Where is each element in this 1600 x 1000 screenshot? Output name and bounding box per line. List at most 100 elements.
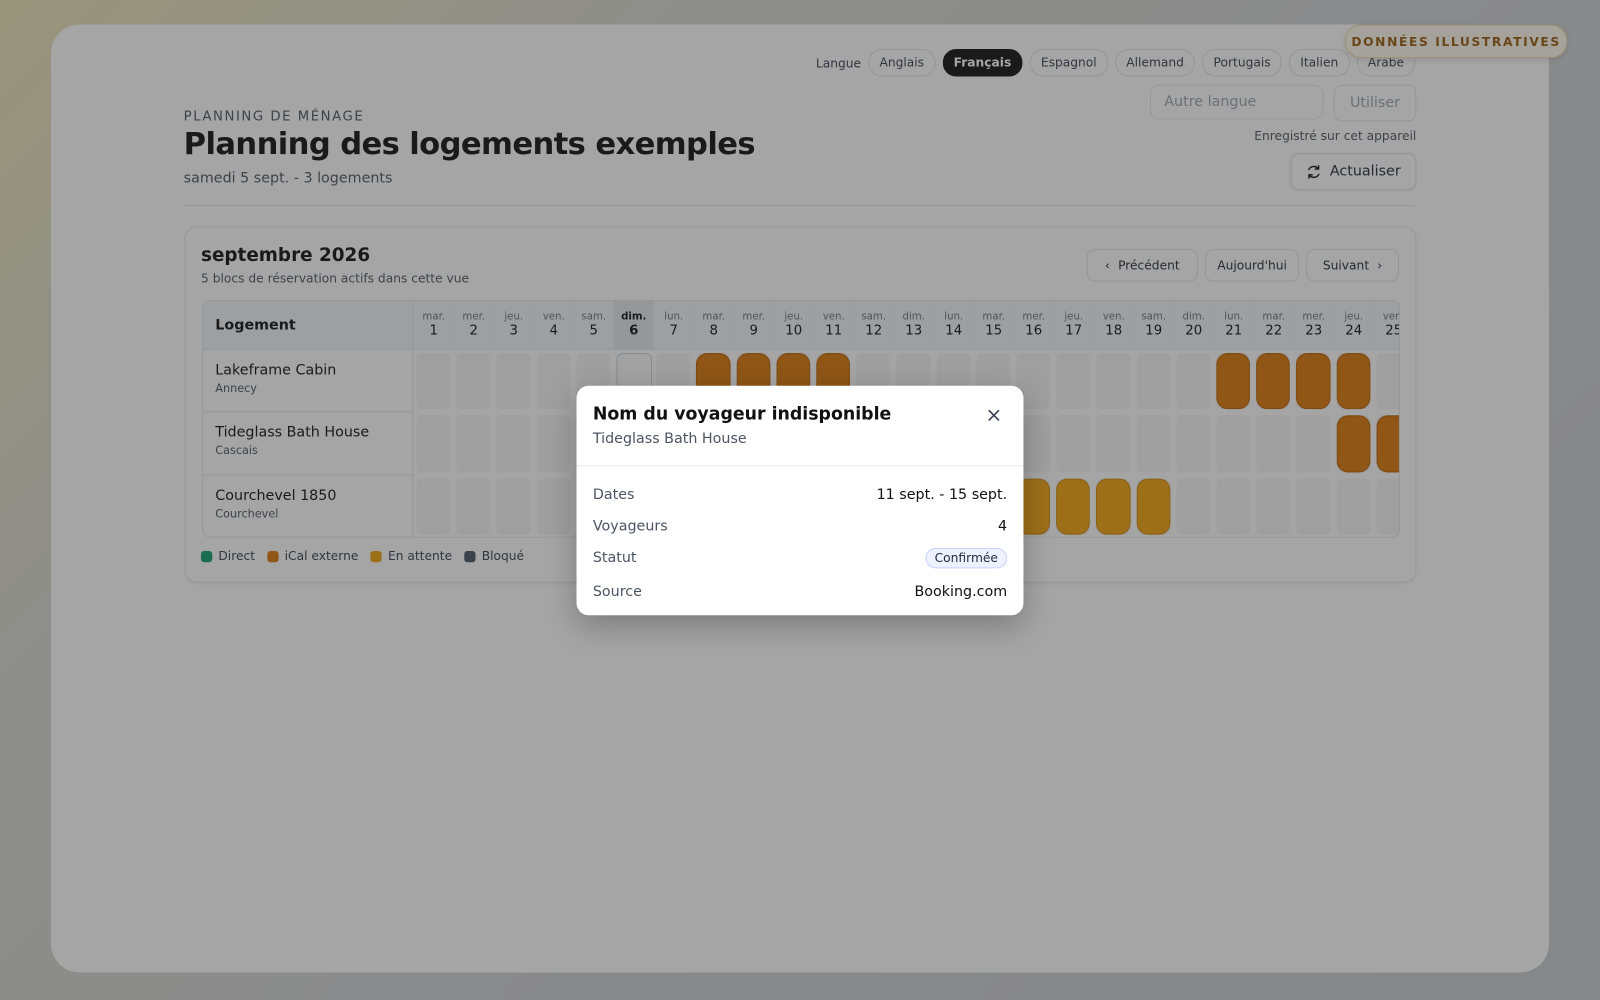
weekday: ven. (1382, 311, 1399, 323)
weekday: mar. (1262, 311, 1286, 323)
legend-label: En attente (387, 548, 453, 564)
page-title: Planning des logements exemples (183, 126, 756, 163)
day-header: jeu. 24 (1333, 301, 1374, 350)
day-number: 13 (905, 323, 923, 339)
booking-block[interactable] (1216, 353, 1251, 410)
today-button[interactable]: Aujourd'hui (1205, 248, 1299, 282)
modal-title: Nom du voyageur indisponible (592, 404, 892, 425)
day-header: mer. 16 (1013, 301, 1054, 350)
weekday: mer. (1302, 311, 1326, 323)
booking-block[interactable] (1256, 353, 1291, 410)
language-option[interactable]: Espagnol (1029, 48, 1108, 77)
weekday: lun. (944, 311, 964, 323)
day-header: mer. 9 (733, 301, 774, 350)
detail-value: 4 (998, 518, 1008, 535)
day-cell (1056, 353, 1091, 410)
refresh-button[interactable]: Actualiser (1290, 153, 1417, 190)
day-number: 8 (709, 323, 718, 339)
day-cell (1096, 353, 1131, 410)
booking-block[interactable] (1136, 478, 1171, 535)
day-cell (416, 415, 451, 473)
custom-language-input[interactable]: Autre langue (1149, 84, 1324, 120)
day-header: ven.25 (1373, 301, 1399, 350)
day-cell (1056, 415, 1091, 473)
legend-swatch (370, 550, 382, 562)
day-number: 17 (1065, 323, 1083, 339)
day-number: 19 (1145, 323, 1163, 339)
booking-block[interactable] (1296, 353, 1331, 410)
legend-swatch (201, 550, 213, 562)
language-options: Anglais Français Espagnol Allemand Portugais… (861, 48, 1416, 77)
day-header: sam. 19 (1133, 301, 1174, 350)
day-number: 4 (549, 323, 558, 339)
property-name: Courchevel 1850 (215, 487, 337, 505)
modal-subtitle: Tideglass Bath House (592, 430, 747, 447)
previous-button[interactable]: ‹ Précédent (1086, 248, 1198, 282)
use-button[interactable]: Utiliser (1333, 84, 1417, 122)
property-cell: Tideglass Bath House Cascais (203, 412, 414, 476)
weekday: jeu. (1344, 311, 1364, 323)
day-cell (496, 353, 531, 410)
detail-row: Statut Confirmée (593, 546, 1008, 570)
next-button[interactable]: Suivant › (1306, 248, 1399, 282)
day-number: 6 (629, 323, 639, 339)
summary: 5 blocs de réservation actifs dans cette… (201, 271, 470, 286)
weekday: mer. (1022, 311, 1046, 323)
legend-item: iCal externe (267, 549, 358, 563)
property-column-header: Logement (203, 301, 414, 350)
day-cell (1176, 353, 1211, 410)
day-cell (1216, 415, 1251, 473)
booking-block[interactable] (1336, 415, 1371, 473)
detail-row: Voyageurs 4 (593, 514, 1007, 538)
day-header: ven. 11 (813, 301, 854, 350)
detail-value: 11 sept. - 15 sept. (876, 486, 1008, 504)
day-header: lun. 21 (1213, 301, 1254, 350)
booking-block[interactable] (1376, 415, 1399, 473)
day-header: jeu. 17 (1053, 301, 1094, 350)
day-cell (536, 478, 571, 535)
weekday: sam. (581, 311, 607, 323)
weekday: jeu. (1064, 311, 1084, 323)
day-number: 3 (509, 323, 518, 339)
weekday: ven. (822, 311, 845, 323)
day-header: ven. 4 (533, 301, 574, 350)
day-number: 18 (1105, 323, 1123, 339)
language-option[interactable]: Italien (1289, 48, 1350, 77)
saved-note: Enregistré sur cet appareil (1254, 128, 1417, 143)
day-header: sam. 12 (853, 301, 894, 350)
day-cell (536, 415, 571, 473)
weekday: mar. (422, 311, 446, 323)
day-header: lun. 14 (933, 301, 974, 350)
legend-item: Bloqué (464, 549, 524, 563)
weekday: lun. (1224, 311, 1244, 323)
modal-divider (576, 465, 1024, 467)
day-number: 23 (1305, 323, 1323, 339)
close-button[interactable] (987, 408, 1001, 422)
language-bar: Langue Anglais Français Espagnol Allemand Po… (815, 48, 1416, 77)
booking-block[interactable] (1336, 353, 1371, 410)
weekday: jeu. (504, 311, 524, 323)
day-header: mar. 1 (413, 301, 454, 350)
day-header: lun. 7 (653, 301, 694, 350)
day-cell (416, 353, 451, 410)
detail-label: Voyageurs (592, 518, 668, 535)
booking-block[interactable] (1096, 478, 1131, 535)
language-label: Langue (815, 55, 862, 70)
day-number: 20 (1185, 323, 1203, 339)
day-cell (496, 478, 531, 535)
legend-label: Bloqué (481, 548, 525, 564)
language-option[interactable]: Anglais (868, 48, 936, 77)
day-number: 16 (1025, 323, 1043, 339)
day-cell (456, 415, 491, 473)
legend-label: iCal externe (284, 548, 359, 564)
property-cell: Courchevel 1850 Courchevel (203, 475, 414, 537)
booking-block[interactable] (1056, 478, 1091, 535)
language-option[interactable]: Allemand (1115, 48, 1196, 77)
language-option[interactable]: Portugais (1202, 48, 1282, 77)
day-header: mar. 8 (693, 301, 734, 350)
day-header: mer. 2 (453, 301, 494, 350)
legend-item: En attente (370, 548, 453, 564)
day-number: 9 (749, 323, 758, 339)
language-option[interactable]: Français (942, 48, 1023, 77)
